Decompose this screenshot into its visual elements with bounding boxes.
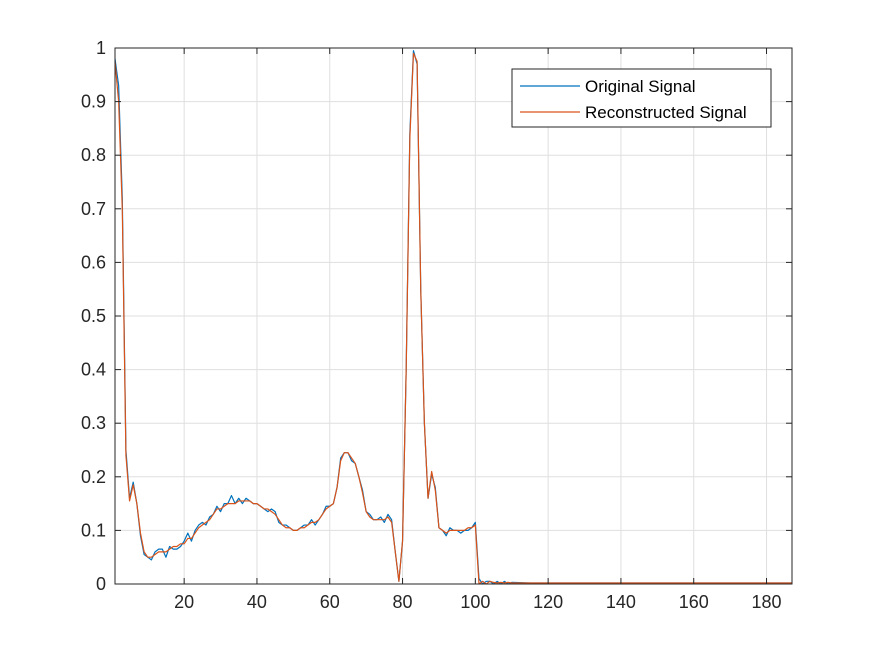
tick-marks bbox=[115, 47, 792, 585]
x-tick-label: 60 bbox=[320, 592, 340, 612]
y-tick-label: 0 bbox=[96, 574, 106, 594]
x-tick-label: 180 bbox=[751, 592, 781, 612]
legend-label-reconstructed: Reconstructed Signal bbox=[585, 103, 747, 122]
x-tick-label: 40 bbox=[247, 592, 267, 612]
y-tick-label: 0.2 bbox=[81, 467, 106, 487]
y-tick-label: 0.5 bbox=[81, 306, 106, 326]
y-tick-label: 0.7 bbox=[81, 199, 106, 219]
x-tick-label: 140 bbox=[606, 592, 636, 612]
grid-lines bbox=[115, 47, 792, 585]
series-line-reconstructed bbox=[114, 52, 792, 585]
y-tick-label: 0.3 bbox=[81, 413, 106, 433]
y-tick-label: 0.8 bbox=[81, 145, 106, 165]
y-tick-label: 0.6 bbox=[81, 252, 106, 272]
series-lines bbox=[114, 50, 792, 585]
legend-label-original: Original Signal bbox=[585, 77, 696, 96]
y-tick-label: 0.1 bbox=[81, 520, 106, 540]
x-tick-label: 20 bbox=[174, 592, 194, 612]
y-tick-label: 1 bbox=[96, 38, 106, 58]
x-tick-label: 160 bbox=[679, 592, 709, 612]
x-tick-label: 80 bbox=[393, 592, 413, 612]
tick-labels: 20 40 60 80 100 120 140 160 180 0 0.1 0.2 0.3 0.4 0.5 0… bbox=[81, 38, 782, 612]
y-tick-label: 0.9 bbox=[81, 92, 106, 112]
legend-box bbox=[511, 68, 772, 128]
y-tick-label: 0.4 bbox=[81, 360, 106, 380]
legend: Original Signal Reconstructed Signal bbox=[511, 68, 772, 128]
x-tick-label: 120 bbox=[533, 592, 563, 612]
x-tick-label: 100 bbox=[460, 592, 490, 612]
